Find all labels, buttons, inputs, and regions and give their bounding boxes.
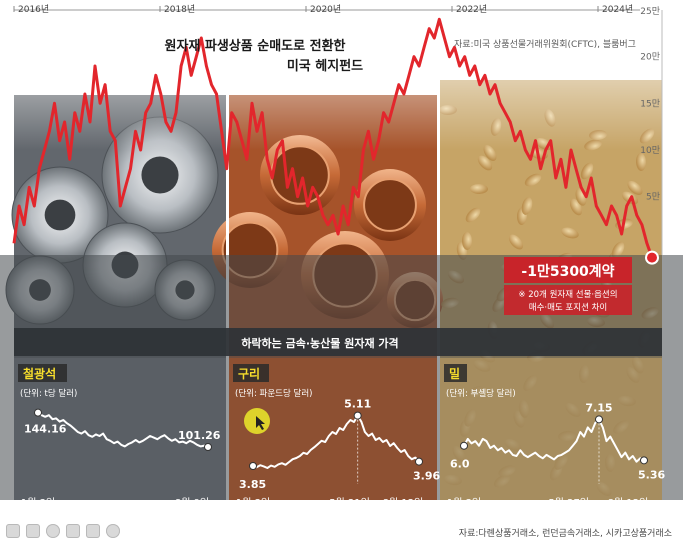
panel-x-tick-label: 8월 12일 (608, 497, 649, 509)
panel-title: 구리 (238, 366, 260, 381)
panel-title-tag (233, 364, 269, 382)
panel-start-point (34, 408, 42, 417)
copper-pipe-hole (363, 178, 417, 232)
wheat-grain (470, 183, 488, 195)
x-tick-label: 2022년 (456, 4, 487, 15)
panel-start-label: 3.85 (239, 478, 266, 491)
y-tick-labels: 5만 10만 15만 20만 25만 (640, 6, 660, 203)
panel-x-tick-label: 1월 3일 (21, 497, 55, 509)
panel-start-label: 144.16 (24, 423, 67, 436)
panel-unit: (단위: 파운드당 달러) (235, 388, 312, 399)
callout-note-line2: 매수·매도 포지션 차이 (529, 302, 608, 313)
wheat-grain (477, 155, 493, 171)
wheat-grain (508, 234, 524, 250)
callout-value: -1만5300계약 (521, 263, 614, 280)
panel-x-tick-label: 1월 3일 (447, 497, 481, 509)
wheat-grain (524, 173, 542, 187)
main-chart: 2016년 2018년 2020년 2022년 2024년 5만 10만 15만 20만 25만 (12, 4, 663, 265)
callout-box (504, 257, 632, 283)
wheat-grain (465, 207, 481, 223)
x-tick-label: 2024년 (602, 4, 633, 15)
panel-start-point (249, 462, 257, 470)
zoom-icon[interactable] (46, 524, 60, 538)
y-tick-label: 10만 (640, 145, 660, 156)
panel-peak-label: 7.15 (585, 401, 612, 414)
callout-note-box (504, 285, 632, 315)
y-tick-label: 25만 (640, 6, 660, 17)
panel-title: 밀 (449, 367, 460, 381)
wheat-grain (635, 153, 647, 171)
panel-end-point (415, 457, 423, 466)
panel-peak-label: 5.11 (344, 398, 371, 411)
y-tick-label: 20만 (640, 52, 660, 63)
panel-title-tag (444, 364, 467, 382)
panel-end-point (640, 456, 648, 465)
copper-pipe-hole (270, 145, 330, 205)
y-tick-label: 15만 (640, 98, 660, 109)
panel-wheat: 밀 (단위: 부셸당 달러) 6.0 5.36 7.15 1월 3일 5월 27일 8월 12… (440, 358, 665, 509)
panel-x-tick-label: 8월 12일 (383, 497, 424, 509)
steel-coil-core (44, 199, 76, 231)
panel-start-point (460, 441, 468, 450)
subtitle-bar (14, 328, 662, 356)
panel-end-label: 101.26 (178, 429, 221, 442)
edit-icon[interactable] (6, 524, 20, 538)
cursor-arrow-icon (256, 416, 265, 430)
panel-series-line (37, 411, 209, 448)
panel-series-line (252, 414, 420, 469)
panel-unit: (단위: t당 달러) (20, 388, 77, 399)
panel-unit: (단위: 부셸당 달러) (446, 388, 516, 399)
top-white-fade (0, 0, 683, 150)
panel-background (440, 358, 662, 500)
copy-icon[interactable] (26, 524, 40, 538)
viewer-toolbar (0, 520, 166, 542)
wheat-grain (561, 227, 579, 239)
panel-x-tick-label: 1월 3일 (236, 497, 270, 509)
panel-end-point (204, 442, 212, 451)
main-title-line2: 미국 헤지펀드 (287, 58, 363, 74)
panel-steel: 철광석 (단위: t당 달러) 144.16 101.26 1월 3일 8월 9일 (14, 358, 226, 509)
wheat-grain (611, 241, 625, 259)
main-series-line (12, 17, 654, 259)
wheat-grain (521, 197, 533, 215)
panel-title-tag (18, 364, 67, 382)
panel-x-tick-label: 5월 21일 (329, 497, 370, 509)
panel-x-tick-label: 5월 27일 (548, 497, 589, 509)
y-tick-label: 5만 (646, 192, 660, 203)
x-tick-label: 2018년 (164, 4, 195, 15)
main-title-line1: 원자재 파생상품 순매도로 전환한 (164, 38, 345, 54)
subtitle: 하락하는 금속·농산물 원자재 가격 (241, 336, 398, 350)
screen-icon[interactable] (66, 524, 80, 538)
panel-series-line (463, 418, 645, 463)
x-tick-labels: 2016년 2018년 2020년 2022년 2024년 (13, 4, 633, 15)
steel-coil-core (141, 156, 179, 194)
source-top: 자료:미국 상품선물거래위원회(CFTC), 블룸버그 (454, 39, 636, 50)
panel-end-label: 5.36 (638, 468, 665, 481)
more-icon[interactable] (106, 524, 120, 538)
wheat-grain (461, 232, 473, 250)
panel-title: 철광석 (23, 366, 56, 381)
panel-x-tick-label: 8월 9일 (175, 497, 209, 509)
main-series-end-point (645, 250, 659, 265)
wheat-grain (580, 162, 594, 180)
callout-note-line1: ※ 20개 원자재 선물·옵션의 (518, 289, 617, 300)
x-tick-label: 2016년 (18, 4, 49, 15)
source-bottom: 자료:다롄상품거래소, 런던금속거래소, 시카고상품거래소 (459, 528, 672, 539)
wheat-grain (627, 180, 643, 196)
panel-copper: 구리 (단위: 파운드당 달러) 3.85 3.96 5.11 1월 3일 5월 21일 8월… (229, 358, 440, 509)
callout: -1만5300계약 ※ 20개 원자재 선물·옵션의 매수·매도 포지션 차이 (504, 257, 632, 315)
panel-end-label: 3.96 (413, 470, 440, 483)
video-icon[interactable] (86, 524, 100, 538)
x-tick-label: 2020년 (310, 4, 341, 15)
panel-start-label: 6.0 (450, 458, 470, 471)
